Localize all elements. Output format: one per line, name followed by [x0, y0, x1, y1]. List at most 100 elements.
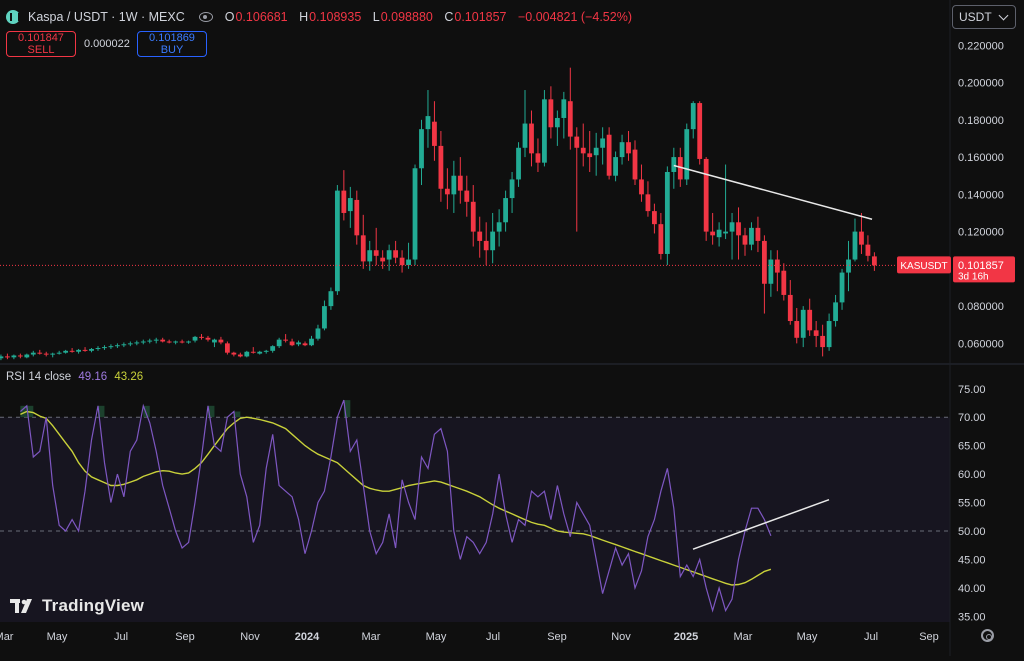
sell-label: SELL — [27, 44, 55, 56]
candle-body — [593, 147, 599, 156]
rsi-value: 49.16 — [78, 371, 108, 383]
sell-price: 0.101847 — [18, 32, 64, 44]
candle-body — [386, 250, 392, 260]
candle-body — [115, 345, 120, 347]
candle-body — [684, 129, 690, 180]
candle-body — [17, 355, 23, 357]
candle-body — [231, 352, 237, 355]
price-axis-tick-label: 0.140000 — [958, 189, 1004, 201]
rsi-ma-value: 43.26 — [114, 371, 144, 383]
candle-body — [632, 149, 638, 180]
candle-body — [716, 229, 722, 238]
candle-body — [561, 99, 567, 118]
rsi-axis-tick-label: 40.00 — [958, 583, 986, 595]
rsi-axis-tick-label: 70.00 — [958, 412, 986, 424]
tradingview-mark-icon — [10, 599, 32, 613]
buy-price: 0.101869 — [149, 32, 195, 44]
currency-select[interactable]: USDT — [952, 5, 1016, 29]
sell-button[interactable]: 0.101847 SELL — [6, 31, 76, 57]
candle-body — [205, 337, 211, 340]
candle-body — [166, 341, 172, 343]
candle-body — [0, 356, 4, 359]
candle-body — [121, 344, 127, 346]
kaspa-logo-icon — [6, 10, 20, 24]
candle-body — [224, 343, 230, 353]
candle-body — [373, 250, 379, 256]
candle-body — [173, 341, 179, 343]
candle-body — [626, 142, 631, 154]
candle-body — [270, 346, 276, 351]
ohlc-close-key: C — [444, 10, 454, 24]
ohlc-change-value: −0.004821 (−4.52%) — [518, 10, 632, 24]
candle-body — [419, 129, 424, 169]
tradingview-logo[interactable]: TradingView — [10, 596, 144, 616]
candle-body — [490, 231, 496, 251]
rsi-trendline[interactable] — [692, 498, 830, 550]
candle-body — [697, 103, 703, 159]
symbol-title[interactable]: Kaspa / USDT · 1W · MEXC — [28, 10, 185, 24]
candle-body — [826, 321, 832, 348]
candle-body — [296, 342, 301, 345]
candle-body — [846, 259, 851, 273]
candle-body — [794, 321, 800, 338]
candle-body — [509, 179, 515, 199]
candle-body — [322, 306, 327, 329]
candle-body — [179, 341, 185, 343]
candle-body — [89, 348, 94, 351]
rsi-legend[interactable]: RSI 14 close 49.16 43.26 — [6, 371, 143, 383]
candle-body — [865, 244, 871, 256]
buy-button[interactable]: 0.101869 BUY — [137, 31, 207, 57]
eye-icon[interactable] — [198, 12, 213, 22]
candle-body — [250, 351, 256, 353]
candle-body — [347, 198, 353, 212]
candle-body — [742, 235, 748, 245]
candle-body — [457, 175, 463, 191]
ohlc-open-value: 0.106681 — [235, 10, 288, 24]
candle-body — [108, 346, 114, 348]
candle-body — [451, 175, 457, 195]
candle-body — [302, 343, 308, 346]
candle-body — [334, 190, 340, 292]
candle-body — [406, 259, 411, 266]
candle-body — [781, 270, 787, 295]
candle-body — [399, 257, 405, 266]
price-axis-tick-label: 0.220000 — [958, 40, 1004, 52]
rsi-overbought-fill — [97, 405, 105, 418]
ohlc-close-value: 0.101857 — [454, 10, 507, 24]
candle-body — [360, 235, 366, 262]
gear-icon[interactable] — [981, 629, 994, 642]
candle-body — [160, 339, 166, 342]
time-axis-tick-label: May — [797, 631, 818, 643]
candle-body — [63, 350, 69, 353]
candle-body — [354, 199, 360, 236]
candle-body — [263, 350, 269, 352]
candle-body — [710, 231, 716, 236]
time-axis-tick-label: Jul — [864, 631, 878, 643]
buy-label: BUY — [160, 44, 184, 56]
candle-body — [199, 336, 204, 338]
candle-body — [11, 355, 17, 358]
candle-body — [147, 340, 153, 342]
candle-body — [580, 147, 586, 154]
rsi-name: RSI 14 close — [6, 371, 72, 383]
price-axis-tick-label: 0.120000 — [958, 227, 1004, 239]
candle-body — [438, 145, 444, 189]
candle-body — [432, 121, 437, 146]
symbol-label-box — [897, 256, 951, 274]
time-axis-tick-label: May — [47, 631, 68, 643]
candle-body — [729, 222, 735, 232]
time-axis-tick-label: Mar — [734, 631, 753, 643]
price-axis-tick-label: 0.080000 — [958, 301, 1004, 313]
candle-body — [671, 157, 677, 172]
time-axis-tick-label: Mar — [362, 631, 381, 643]
candle-body — [871, 256, 877, 266]
candle-body — [833, 302, 838, 322]
candle-body — [24, 354, 30, 358]
candle-body — [276, 339, 282, 347]
price-trendline[interactable] — [673, 164, 873, 221]
ohlc-low-key: L — [372, 10, 380, 24]
candle-body — [212, 339, 217, 343]
rsi-axis-tick-label: 50.00 — [958, 526, 986, 538]
ohlc-high-value: 0.108935 — [309, 10, 362, 24]
